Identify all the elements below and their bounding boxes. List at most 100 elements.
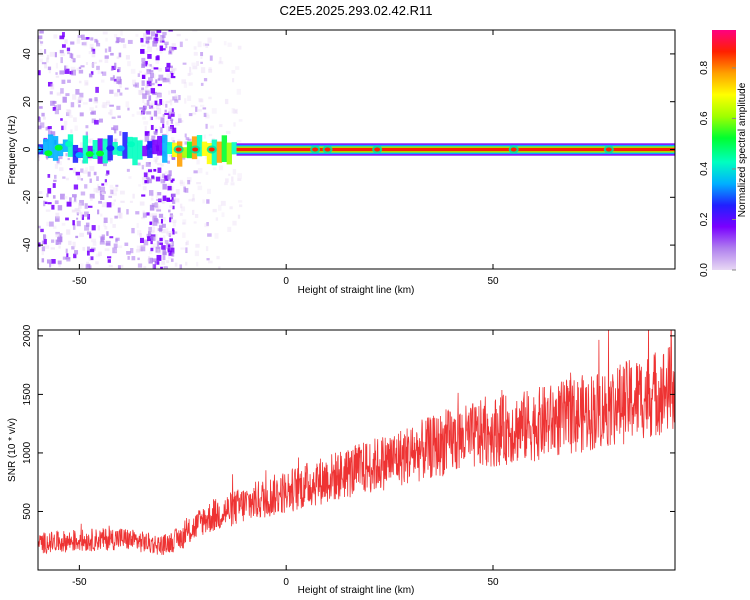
noise-cell (120, 264, 124, 268)
band-blob-core (208, 147, 215, 152)
snr-xlabel: Height of straight line (km) (298, 585, 415, 596)
band-cell (47, 134, 54, 159)
noise-cell (69, 168, 73, 171)
noise-cell (113, 78, 117, 82)
noise-cell (61, 222, 66, 226)
noise-cell (125, 101, 130, 108)
noise-cell (70, 41, 75, 45)
noise-cell (106, 100, 110, 103)
noise-cell (76, 67, 79, 71)
noise-cell (110, 189, 114, 195)
noise-cell (178, 118, 182, 123)
noise-cell (128, 176, 132, 179)
noise-cell (73, 196, 77, 202)
noise-cell (59, 35, 65, 40)
noise-cell (73, 117, 77, 122)
noise-cell (155, 79, 158, 84)
noise-cell (156, 249, 159, 252)
noise-cell (143, 32, 147, 37)
noise-cell (90, 71, 94, 75)
noise-cell (190, 105, 196, 108)
noise-cell (139, 237, 144, 244)
noise-cell (140, 244, 146, 247)
noise-cell (146, 111, 152, 115)
noise-cell (75, 235, 79, 239)
noise-cell (141, 63, 145, 68)
noise-cell (228, 173, 231, 176)
noise-cell (49, 91, 53, 95)
noise-cell (112, 192, 117, 196)
noise-cell (96, 176, 99, 181)
noise-cell (103, 217, 108, 223)
noise-cell (124, 242, 129, 247)
noise-cell (83, 40, 88, 47)
noise-cell (155, 105, 160, 110)
noise-cell (170, 119, 173, 124)
noise-cell (191, 62, 196, 66)
noise-cell (144, 131, 150, 136)
noise-cell (95, 105, 98, 108)
noise-cell (144, 72, 148, 76)
noise-cell (97, 225, 101, 231)
noise-cell (200, 52, 204, 57)
noise-cell (150, 104, 153, 107)
noise-cell (104, 248, 110, 252)
noise-cell (91, 118, 96, 124)
noise-cell (170, 65, 173, 72)
noise-cell (104, 182, 108, 186)
noise-cell (184, 133, 187, 138)
noise-cell (156, 47, 159, 51)
noise-cell (58, 263, 61, 267)
noise-cell (148, 95, 152, 101)
spectrogram-xtick-label: 50 (487, 276, 499, 287)
noise-cell (172, 219, 177, 223)
spectrogram-axes: -50 0 50 -40 -20 0 20 40 (22, 30, 675, 287)
colorbar-tick-label: 0.4 (699, 162, 710, 176)
noise-cell (104, 58, 109, 64)
noise-cell (44, 245, 50, 249)
noise-cell (100, 79, 105, 83)
noise-cell (99, 241, 105, 245)
noise-cell (117, 79, 121, 83)
noise-cell (151, 175, 155, 179)
noise-cell (76, 217, 79, 220)
colorbar-tick-label: 0.8 (699, 61, 710, 75)
noise-cell (197, 168, 203, 174)
noise-cell (67, 79, 71, 83)
noise-cell (52, 183, 56, 188)
spectrogram-ytick-label: 40 (22, 48, 33, 60)
noise-cell (153, 126, 157, 131)
noise-cell (172, 199, 176, 204)
band-cell (216, 141, 223, 163)
noise-cell (80, 168, 84, 173)
noise-cell (142, 93, 147, 99)
band-cell (132, 137, 138, 166)
noise-cell (144, 102, 148, 109)
noise-cell (200, 82, 204, 86)
noise-cell (153, 168, 157, 172)
noise-cell (171, 108, 174, 112)
noise-cell (90, 197, 93, 201)
noise-cell (147, 255, 151, 262)
noise-cell (206, 258, 210, 261)
noise-cell (158, 222, 163, 226)
noise-cell (64, 68, 70, 74)
noise-cell (89, 43, 94, 49)
noise-cell (102, 191, 106, 194)
noise-cell (38, 225, 41, 229)
noise-cell (109, 188, 112, 195)
noise-cell (117, 89, 121, 93)
noise-cell (84, 225, 90, 231)
noise-cell (145, 84, 149, 88)
noise-cell (169, 99, 173, 102)
noise-cell (157, 228, 163, 231)
spectrogram-ytick-label: 20 (22, 96, 33, 108)
noise-cell (216, 255, 220, 260)
colorbar: 0.0 0.2 0.4 0.6 0.8 Normalized spectral ampl… (699, 30, 748, 277)
noise-cell (54, 174, 57, 179)
noise-cell (94, 97, 98, 102)
noise-cell (162, 173, 166, 179)
noise-cell (186, 177, 192, 182)
noise-cell (175, 121, 180, 126)
noise-cell (143, 265, 147, 269)
